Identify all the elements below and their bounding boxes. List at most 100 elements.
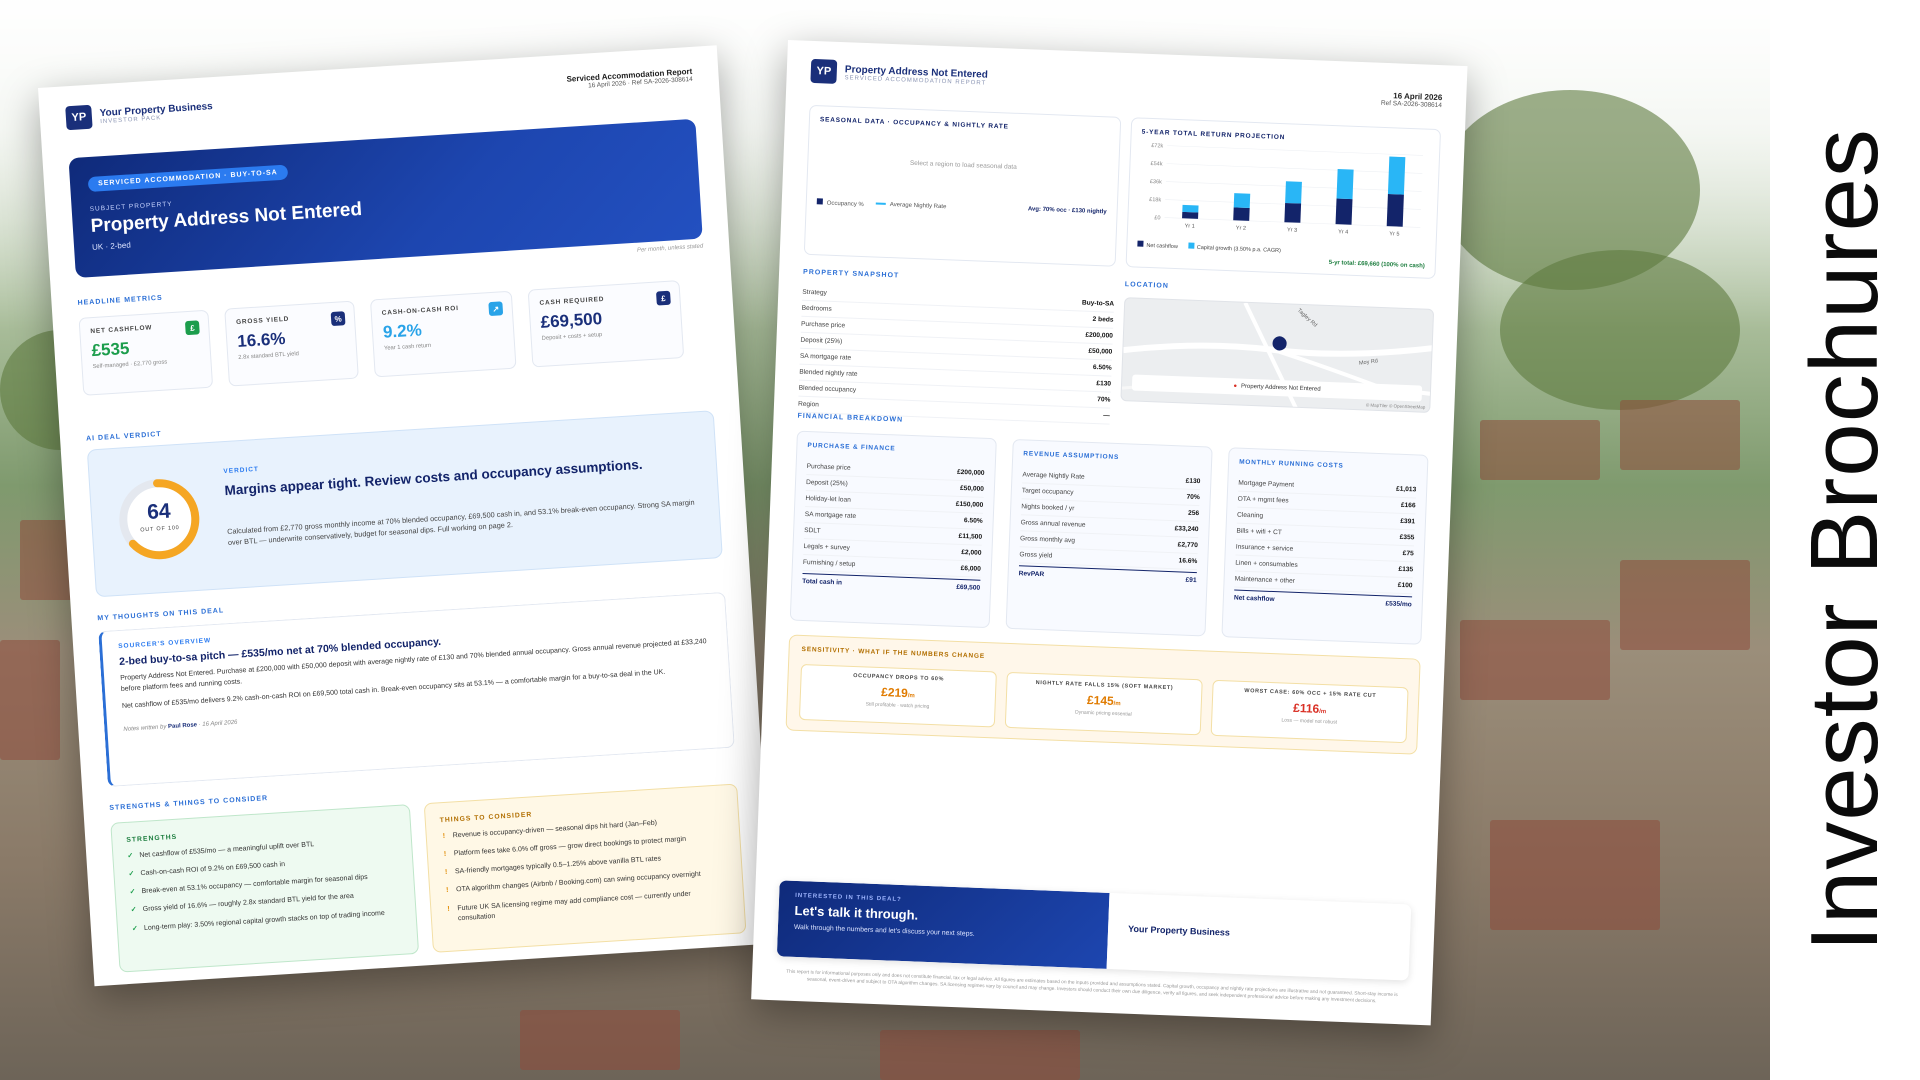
- finance-value: £75: [1402, 549, 1414, 558]
- notes-written-label: Notes written by: [123, 723, 167, 733]
- legend-swatch: [1137, 240, 1144, 247]
- snapshot-label: Region: [797, 400, 820, 409]
- sensitivity-scenario: NIGHTLY RATE FALLS 15% (SOFT MARKET) £145…: [1004, 671, 1203, 736]
- brand-block: YP Your Property Business INVESTOR PACK: [65, 97, 213, 131]
- finance-value: £33,240: [1174, 525, 1199, 534]
- projection-chart: £0 £18k £36k £54k £72k Yr 1 Yr 2 Yr 3 Yr 4 Yr 5: [1149, 143, 1424, 238]
- finance-label: Linen + consumables: [1235, 559, 1298, 569]
- legend-nightly-rate: Average Nightly Rate: [875, 201, 946, 210]
- x-tick-label: Yr 3: [1287, 227, 1297, 233]
- bar-capital-growth: [1336, 169, 1354, 200]
- report-heading: 16 April 2026 Ref SA-2026-308614: [1381, 91, 1443, 109]
- section-strengths: STRENGTHS & THINGS TO CONSIDER: [109, 794, 269, 812]
- finance-value: £2,770: [1177, 541, 1199, 550]
- finance-label: Purchase price: [806, 463, 851, 472]
- hero-banner: SERVICED ACCOMMODATION · BUY-TO-SA SUBJE…: [68, 118, 703, 278]
- snapshot-value: —: [1103, 412, 1110, 420]
- finance-total-label: Net cashflow: [1233, 594, 1275, 604]
- finance-total-label: Total cash in: [802, 577, 843, 587]
- per-month-note: Per month, unless stated: [636, 243, 704, 254]
- snapshot-label: Blended occupancy: [798, 384, 857, 394]
- finance-label: Nights booked / yr: [1021, 503, 1075, 513]
- map-pin-icon: ⬤: [1271, 333, 1288, 351]
- snapshot-label: Strategy: [802, 288, 828, 297]
- snapshot-value: 2 beds: [1092, 315, 1114, 324]
- house-roof: [1490, 820, 1660, 930]
- revenue-title: REVENUE ASSUMPTIONS: [1023, 450, 1120, 462]
- gridline: [1164, 217, 1421, 228]
- scenario-amount: £145: [1086, 692, 1114, 708]
- verdict-headline: Margins appear tight. Review costs and o…: [224, 456, 643, 499]
- report-heading: Serviced Accommodation Report 16 April 2…: [566, 67, 693, 91]
- legend-occupancy: Occupancy %: [816, 198, 864, 209]
- tree-cluster: [1500, 250, 1740, 410]
- metric-label: GROSS YIELD: [235, 315, 290, 327]
- legend-swatch: [1187, 242, 1195, 249]
- house-roof: [1460, 620, 1610, 700]
- finance-value: £130: [1185, 477, 1201, 486]
- verdict-tag: VERDICT: [223, 465, 260, 476]
- author-name: Paul Rose: [167, 721, 198, 730]
- costs-title: MONTHLY RUNNING COSTS: [1238, 458, 1344, 470]
- seasonal-legend: Occupancy % Average Nightly Rate: [816, 198, 947, 211]
- seasonal-average: Avg: 70% occ · £130 nightly: [1027, 206, 1107, 216]
- finance-value: £166: [1400, 501, 1416, 510]
- finance-label: Maintenance + other: [1234, 575, 1296, 585]
- brochure-page-1: YP Your Property Business INVESTOR PACK …: [38, 45, 774, 987]
- brand-block: YP Property Address Not Entered SERVICED…: [810, 58, 988, 90]
- finance-value: 6.50%: [963, 517, 983, 525]
- consider-box: THINGS TO CONSIDER Revenue is occupancy-…: [423, 783, 747, 953]
- gridline: [1167, 145, 1424, 156]
- cta-banner[interactable]: INTERESTED IN THIS DEAL? Let's talk it t…: [776, 880, 1412, 981]
- finance-value: £100: [1397, 581, 1413, 590]
- metric-value: 16.6%: [236, 328, 287, 351]
- legend-item: Net cashflow: [1137, 240, 1178, 250]
- metric-icon: ↗: [488, 301, 504, 317]
- bar-capital-growth: [1285, 181, 1302, 204]
- finance-value: £6,000: [960, 565, 981, 573]
- report-ref: Ref SA-2026-308614: [1380, 99, 1443, 110]
- y-tick-label: £18k: [1149, 197, 1161, 203]
- y-tick-label: £72k: [1151, 143, 1163, 149]
- verdict-card: 64 OUT OF 100 VERDICT Margins appear tig…: [86, 410, 723, 598]
- seasonal-empty-message: Select a region to load seasonal data: [909, 159, 1017, 171]
- finance-label: Gross annual revenue: [1020, 519, 1086, 529]
- y-tick-label: £36k: [1150, 179, 1162, 185]
- finance-label: Mortgage Payment: [1238, 479, 1295, 489]
- metric-card: CASH REQUIRED £69,500 Deposit + costs + se…: [527, 280, 685, 368]
- purchase-finance-card: PURCHASE & FINANCE Purchase price £200,00…: [789, 430, 997, 629]
- finance-label: Gross yield: [1019, 551, 1053, 560]
- finance-label: Furnishing / setup: [802, 558, 856, 568]
- finance-total-value: £535/mo: [1385, 600, 1412, 609]
- score-ring: 64 OUT OF 100: [114, 474, 205, 565]
- sensitivity-card: SENSITIVITY · WHAT IF THE NUMBERS CHANGE…: [785, 634, 1421, 755]
- revenue-card: REVENUE ASSUMPTIONS Average Nightly Rate…: [1005, 438, 1213, 637]
- location-pin-icon: ●: [1233, 383, 1238, 390]
- scenario-unit: /m: [907, 693, 915, 700]
- finance-label: OTA + mgmt fees: [1237, 495, 1289, 505]
- y-tick-label: £54k: [1150, 161, 1162, 167]
- snapshot-label: Bedrooms: [801, 304, 832, 313]
- location-map[interactable]: ⬤ Tagley Rd Moy Rd ● Property Address Not…: [1120, 297, 1435, 413]
- finance-label: SDLT: [804, 526, 821, 535]
- legend-occupancy-label: Occupancy %: [826, 200, 864, 209]
- notes-date: · 16 April 2026: [196, 719, 238, 728]
- finance-value: £135: [1398, 565, 1414, 574]
- house-roof: [1620, 560, 1750, 650]
- side-title: Investor Brochures: [1791, 128, 1898, 952]
- finance-label: Gross monthly avg: [1019, 535, 1076, 545]
- score-ring-graphic: [119, 479, 200, 560]
- snapshot-label: Deposit (25%): [800, 336, 843, 346]
- finance-label: Legals + survey: [803, 542, 851, 552]
- metric-card: CASH-ON-CASH ROI 9.2% Year 1 cash return ↗: [369, 290, 517, 378]
- section-thoughts: MY THOUGHTS ON THIS DEAL: [97, 607, 225, 623]
- house-roof: [1480, 420, 1600, 480]
- side-panel: [1770, 0, 1920, 1080]
- metric-icon: %: [330, 311, 346, 327]
- brochure-page-2: YP Property Address Not Entered SERVICED…: [751, 40, 1468, 1026]
- finance-value: £150,000: [955, 500, 984, 509]
- verdict-body: Calculated from £2,770 gross monthly inc…: [226, 497, 695, 548]
- bar-capital-growth: [1387, 156, 1406, 195]
- house-roof: [1620, 400, 1740, 470]
- snapshot-value: £130: [1096, 380, 1112, 388]
